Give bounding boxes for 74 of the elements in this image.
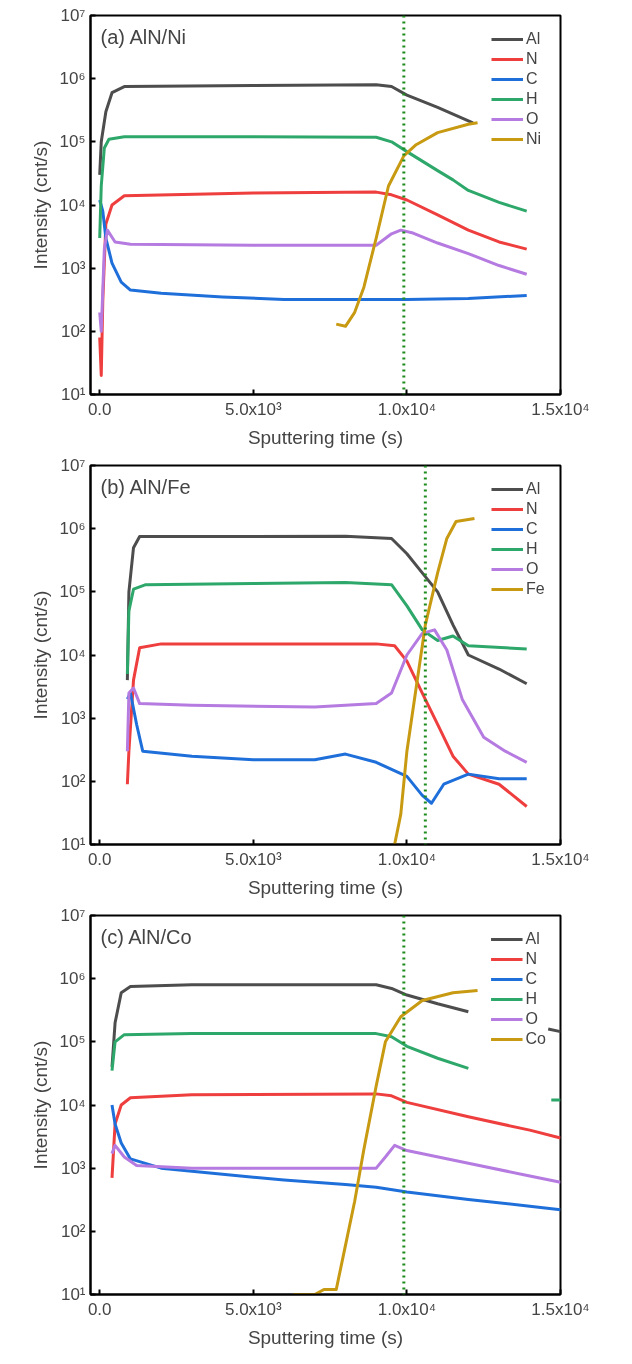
x-tick-label: 1.0x10⁴ [377, 1299, 437, 1319]
line-series [125, 628, 529, 764]
legend-label: Co [525, 1030, 546, 1048]
legend-label: Al [526, 480, 542, 498]
y-tick-label: 10⁵ [59, 1032, 86, 1052]
legend-label: N [526, 500, 539, 518]
line-series [110, 1092, 561, 1180]
line-series [98, 135, 529, 240]
x-tick-label: 5.0x10³ [224, 1299, 282, 1319]
text: (c) AlN/Co [100, 925, 192, 948]
line-series [393, 516, 476, 845]
y-tick-label: 10⁷ [60, 456, 86, 475]
x-tick-label: 1.5x10⁴ [531, 399, 590, 419]
legend-label: N [526, 50, 539, 68]
y-tick-label: 10⁴ [59, 645, 86, 665]
legend-label: Al [526, 30, 542, 48]
y-axis-title: Intensity (cnt/s) [30, 590, 52, 720]
x-tick-label: 1.5x10⁴ [531, 1299, 590, 1319]
legend-label: O [526, 110, 540, 128]
line-series [98, 198, 529, 301]
x-tick-label: 0.0 [87, 849, 112, 869]
legend-label: N [525, 950, 539, 968]
y-tick-label: 10⁷ [60, 6, 86, 25]
y-tick-label: 10¹ [60, 835, 86, 854]
y-tick-label: 10⁷ [60, 906, 86, 925]
line-series [291, 988, 480, 1295]
legend-label: C [526, 70, 539, 88]
text: (a) AlN/Ni [100, 25, 187, 48]
line-series [98, 228, 529, 333]
y-tick-label: 10² [60, 321, 86, 341]
line-series [110, 1103, 561, 1212]
line-series [125, 691, 529, 805]
y-tick-label: 10¹ [60, 385, 86, 404]
y-tick-label: 10⁶ [59, 69, 86, 89]
line-series [125, 581, 529, 676]
legend-label: C [525, 970, 539, 988]
x-tick-label: 0.0 [87, 1299, 112, 1319]
y-tick-label: 10² [60, 1221, 86, 1241]
x-tick-label: 1.0x10⁴ [377, 849, 437, 869]
line-series [334, 121, 480, 328]
y-tick-label: 10⁵ [59, 132, 86, 152]
y-tick-label: 10⁵ [59, 582, 86, 602]
legend-label: C [526, 520, 539, 538]
y-axis-title: Intensity (cnt/s) [30, 140, 52, 270]
legend-label: H [525, 990, 539, 1008]
x-tick-label: 1.0x10⁴ [377, 399, 437, 419]
legend-label: H [526, 90, 539, 108]
y-tick-label: 10⁴ [59, 1095, 86, 1115]
x-tick-label: 5.0x10³ [224, 849, 282, 869]
line-series [98, 83, 475, 177]
legend-label: Al [525, 930, 541, 948]
x-axis-title: Sputtering time (s) [247, 426, 404, 448]
legend-label: H [526, 540, 539, 558]
x-tick-label: 1.5x10⁴ [531, 849, 590, 869]
x-axis-title: Sputtering time (s) [247, 876, 404, 898]
y-tick-label: 10¹ [60, 1285, 86, 1304]
y-tick-label: 10⁶ [59, 519, 86, 539]
line-series [110, 1143, 561, 1184]
x-axis-title: Sputtering time (s) [247, 1326, 404, 1348]
x-tick-label: 0.0 [87, 399, 112, 419]
y-tick-label: 10² [60, 771, 86, 791]
y-tick-label: 10³ [60, 708, 86, 728]
y-tick-label: 10³ [60, 1158, 86, 1178]
y-tick-label: 10³ [60, 258, 86, 278]
legend-label: Ni [526, 130, 543, 148]
y-axis-title: Intensity (cnt/s) [30, 1040, 52, 1170]
y-tick-label: 10⁶ [59, 969, 86, 989]
y-tick-label: 10⁴ [59, 195, 86, 215]
legend-label: Fe [526, 580, 546, 598]
text: (b) AlN/Fe [100, 475, 191, 498]
legend-label: O [525, 1010, 539, 1028]
legend-label: O [526, 560, 540, 578]
line-series [125, 642, 529, 808]
x-tick-label: 5.0x10³ [224, 399, 282, 419]
